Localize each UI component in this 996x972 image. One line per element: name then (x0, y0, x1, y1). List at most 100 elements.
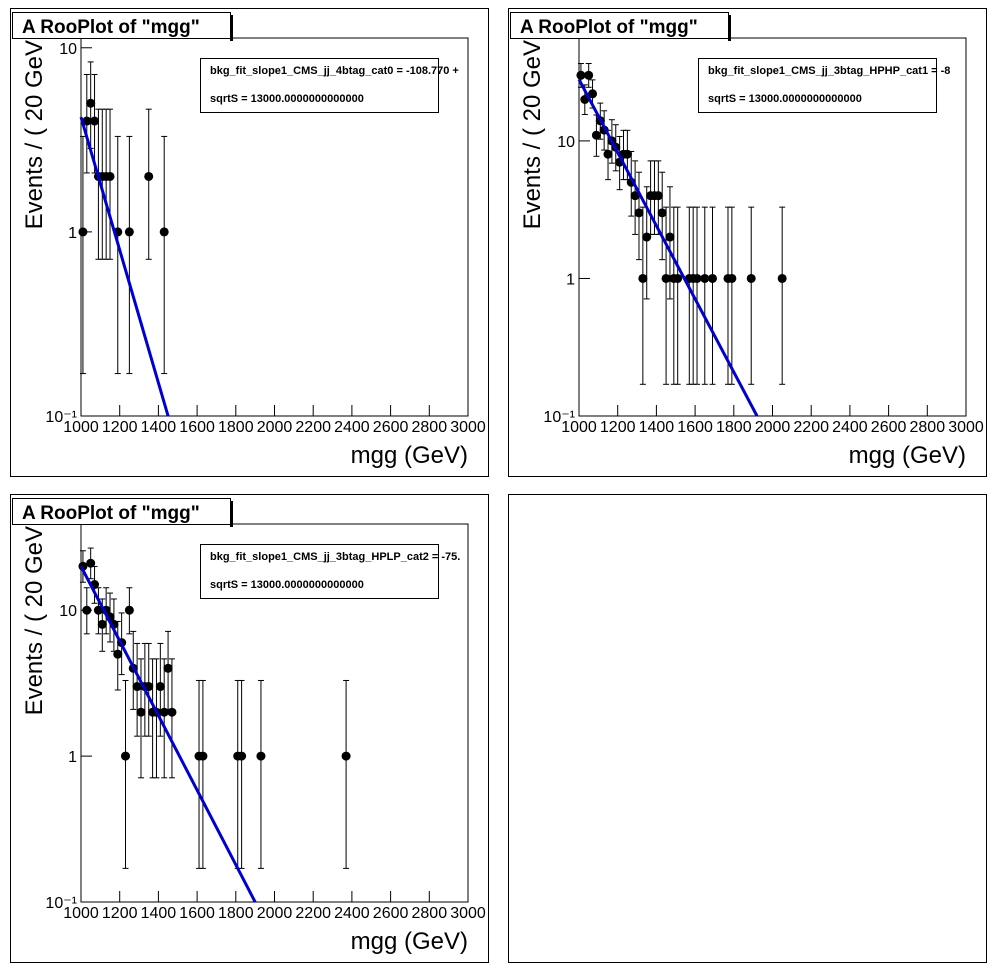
x-tick-label: 1000 (63, 905, 99, 922)
x-tick-label: 1600 (677, 419, 713, 436)
data-point (167, 707, 177, 717)
data-point (105, 171, 115, 181)
x-tick-label: 2800 (412, 419, 448, 436)
y-tick-label: 10⁻¹ (45, 409, 77, 426)
data-point (86, 558, 96, 568)
x-axis-label: mgg (GeV) (351, 442, 468, 469)
data-point (642, 232, 652, 242)
data-point (584, 70, 594, 80)
y-tick-label: 1 (68, 749, 77, 766)
legend-box (200, 58, 439, 113)
data-point (591, 130, 601, 140)
data-point (665, 232, 675, 242)
x-tick-label: 1800 (716, 419, 752, 436)
data-point (132, 682, 142, 692)
chart-title: A RooPlot of "mgg" (22, 503, 200, 524)
x-tick-label: 1200 (102, 905, 138, 922)
x-tick-label: 2400 (334, 905, 370, 922)
x-tick-label: 2200 (793, 419, 829, 436)
data-point (657, 208, 667, 218)
data-point (638, 273, 648, 283)
x-tick-label: 2200 (295, 419, 331, 436)
data-point (113, 649, 123, 659)
legend-box (200, 544, 439, 599)
data-point (692, 273, 702, 283)
data-point (700, 273, 710, 283)
data-point (588, 89, 598, 99)
legend-text: sqrtS = 13000.0000000000000 (708, 93, 862, 105)
y-tick-label: 10 (59, 603, 77, 620)
data-point (256, 751, 266, 761)
data-point (198, 751, 208, 761)
legend-text: bkg_fit_slope1_CMS_jj_4btag_cat0 = -108.… (210, 65, 459, 77)
x-tick-label: 3000 (450, 905, 486, 922)
data-point (163, 663, 173, 673)
chart-title: A RooPlot of "mgg" (520, 17, 698, 38)
data-point (82, 116, 92, 126)
legend-box (698, 58, 937, 113)
title-shadow (728, 15, 731, 41)
x-tick-label: 1800 (218, 905, 254, 922)
fit-line (79, 565, 257, 903)
legend-text: bkg_fit_slope1_CMS_jj_3btag_HPHP_cat1 = … (708, 65, 950, 77)
data-point (97, 619, 107, 629)
plot-pad: 1000 1200 1400 1600 1800 2000 2200 2400 2600 2800… (10, 494, 489, 963)
x-tick-label: 3000 (450, 419, 486, 436)
data-point (82, 605, 92, 615)
y-tick-label: 10 (557, 134, 575, 151)
x-tick-label: 1400 (141, 419, 177, 436)
legend-text: sqrtS = 13000.0000000000000 (210, 93, 364, 105)
x-tick-label: 1000 (561, 419, 597, 436)
empty-pad (508, 494, 987, 963)
data-point (746, 273, 756, 283)
fit-line (79, 116, 170, 417)
data-point (159, 227, 169, 237)
data-point (603, 149, 613, 159)
data-point (136, 707, 146, 717)
chart-title: A RooPlot of "mgg" (22, 17, 200, 38)
data-point (237, 751, 247, 761)
x-tick-label: 1600 (179, 905, 215, 922)
y-tick-label: 1 (68, 225, 77, 242)
title-shadow (230, 501, 233, 527)
data-point (78, 227, 88, 237)
data-point (155, 682, 165, 692)
y-tick-label: 10⁻¹ (45, 895, 77, 912)
data-point (727, 273, 737, 283)
x-tick-label: 3000 (948, 419, 984, 436)
x-tick-label: 2200 (295, 905, 331, 922)
data-point (86, 98, 96, 108)
data-point (121, 751, 131, 761)
data-point (673, 273, 683, 283)
x-tick-label: 2400 (832, 419, 868, 436)
title-box (510, 12, 729, 39)
x-tick-label: 1800 (218, 419, 254, 436)
x-tick-label: 1600 (179, 419, 215, 436)
data-point (90, 116, 100, 126)
y-tick-label: 10⁻¹ (543, 409, 575, 426)
x-tick-label: 2600 (373, 419, 409, 436)
x-axis-label: mgg (GeV) (351, 928, 468, 955)
x-tick-label: 2600 (871, 419, 907, 436)
data-point (124, 227, 134, 237)
x-tick-label: 1000 (63, 419, 99, 436)
data-point (341, 751, 351, 761)
data-point (93, 605, 103, 615)
x-tick-label: 1200 (102, 419, 138, 436)
y-tick-label: 1 (566, 271, 575, 288)
data-point (144, 171, 154, 181)
data-point (661, 273, 671, 283)
data-point (576, 70, 586, 80)
x-tick-label: 2000 (257, 419, 293, 436)
x-axis-label: mgg (GeV) (849, 442, 966, 469)
title-shadow (230, 15, 233, 41)
title-box (12, 498, 231, 525)
data-point (124, 605, 134, 615)
y-tick-label: 10 (59, 41, 77, 58)
x-tick-label: 1400 (639, 419, 675, 436)
plot-pad: 1000 1200 1400 1600 1800 2000 2200 2400 2600 2800… (10, 8, 489, 477)
x-tick-label: 2000 (755, 419, 791, 436)
plot-pad: 1000 1200 1400 1600 1800 2000 2200 2400 2600 2800… (508, 8, 987, 477)
x-tick-label: 1200 (600, 419, 636, 436)
